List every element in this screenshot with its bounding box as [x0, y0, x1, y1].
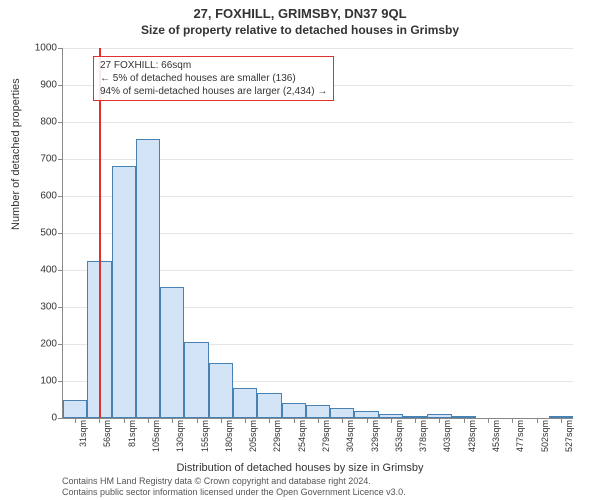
ytick-label: 1000	[17, 43, 57, 54]
xtick-mark	[294, 418, 295, 423]
xtick-label: 180sqm	[224, 420, 234, 452]
xtick-label: 453sqm	[491, 420, 501, 452]
xtick-mark	[464, 418, 465, 423]
ytick-label: 100	[17, 376, 57, 387]
histogram-bar	[233, 388, 257, 418]
grid-line	[63, 122, 573, 123]
xtick-label: 56sqm	[102, 420, 112, 447]
xtick-label: 205sqm	[248, 420, 258, 452]
ytick-mark	[58, 48, 63, 49]
plot-area: 0100200300400500600700800900100031sqm56s…	[62, 48, 572, 418]
ytick-label: 400	[17, 265, 57, 276]
xtick-mark	[488, 418, 489, 423]
footnote-line2: Contains public sector information licen…	[62, 487, 590, 498]
xtick-label: 130sqm	[175, 420, 185, 452]
title-address: 27, FOXHILL, GRIMSBY, DN37 9QL	[0, 6, 600, 21]
histogram-bar	[330, 408, 354, 418]
ytick-mark	[58, 418, 63, 419]
xtick-label: 304sqm	[345, 420, 355, 452]
ytick-mark	[58, 196, 63, 197]
xtick-mark	[342, 418, 343, 423]
xtick-mark	[124, 418, 125, 423]
xtick-label: 502sqm	[540, 420, 550, 452]
histogram-bar	[112, 166, 136, 418]
histogram-bar	[136, 139, 160, 418]
histogram-bar	[354, 411, 378, 418]
xtick-label: 81sqm	[127, 420, 137, 447]
xtick-mark	[197, 418, 198, 423]
annotation-box: 27 FOXHILL: 66sqm← 5% of detached houses…	[93, 56, 334, 101]
annotation-line1: 27 FOXHILL: 66sqm	[100, 59, 327, 72]
histogram-bar	[282, 403, 306, 418]
xtick-label: 378sqm	[418, 420, 428, 452]
xtick-label: 254sqm	[297, 420, 307, 452]
xtick-mark	[537, 418, 538, 423]
xtick-mark	[415, 418, 416, 423]
xtick-mark	[245, 418, 246, 423]
xtick-mark	[221, 418, 222, 423]
ytick-label: 200	[17, 339, 57, 350]
ytick-label: 800	[17, 117, 57, 128]
ytick-mark	[58, 85, 63, 86]
histogram-bar	[209, 363, 233, 419]
xtick-label: 403sqm	[442, 420, 452, 452]
xtick-mark	[367, 418, 368, 423]
ytick-mark	[58, 233, 63, 234]
footnote-line1: Contains HM Land Registry data © Crown c…	[62, 476, 590, 487]
ytick-label: 900	[17, 80, 57, 91]
ytick-label: 0	[17, 413, 57, 424]
xtick-label: 105sqm	[151, 420, 161, 452]
xtick-mark	[269, 418, 270, 423]
ytick-mark	[58, 381, 63, 382]
histogram-bar	[306, 405, 330, 418]
chart-titles: 27, FOXHILL, GRIMSBY, DN37 9QL Size of p…	[0, 0, 600, 37]
xtick-mark	[439, 418, 440, 423]
title-subtitle: Size of property relative to detached ho…	[0, 23, 600, 37]
xtick-mark	[561, 418, 562, 423]
histogram-bar	[160, 287, 184, 418]
xtick-label: 329sqm	[370, 420, 380, 452]
xtick-label: 527sqm	[564, 420, 574, 452]
histogram-bar	[184, 342, 208, 418]
xtick-label: 428sqm	[467, 420, 477, 452]
ytick-mark	[58, 159, 63, 160]
xtick-mark	[172, 418, 173, 423]
annotation-line3: 94% of semi-detached houses are larger (…	[100, 85, 327, 98]
footnote: Contains HM Land Registry data © Crown c…	[62, 476, 590, 498]
xtick-mark	[391, 418, 392, 423]
xtick-mark	[99, 418, 100, 423]
ytick-label: 700	[17, 154, 57, 165]
annotation-line2: ← 5% of detached houses are smaller (136…	[100, 72, 327, 85]
ytick-mark	[58, 270, 63, 271]
ytick-mark	[58, 307, 63, 308]
xtick-mark	[148, 418, 149, 423]
xtick-mark	[75, 418, 76, 423]
property-marker-line	[99, 48, 101, 418]
xtick-mark	[512, 418, 513, 423]
xtick-label: 31sqm	[78, 420, 88, 447]
xtick-label: 279sqm	[321, 420, 331, 452]
grid-line	[63, 48, 573, 49]
xtick-mark	[318, 418, 319, 423]
xtick-label: 477sqm	[515, 420, 525, 452]
ytick-label: 500	[17, 228, 57, 239]
ytick-mark	[58, 122, 63, 123]
ytick-label: 600	[17, 191, 57, 202]
ytick-label: 300	[17, 302, 57, 313]
xtick-label: 229sqm	[272, 420, 282, 452]
x-axis-label: Distribution of detached houses by size …	[0, 462, 600, 474]
histogram-bar	[257, 393, 281, 418]
xtick-label: 155sqm	[200, 420, 210, 452]
histogram-bar	[63, 400, 87, 419]
ytick-mark	[58, 344, 63, 345]
plot-canvas: 0100200300400500600700800900100031sqm56s…	[62, 48, 573, 419]
xtick-label: 353sqm	[394, 420, 404, 452]
